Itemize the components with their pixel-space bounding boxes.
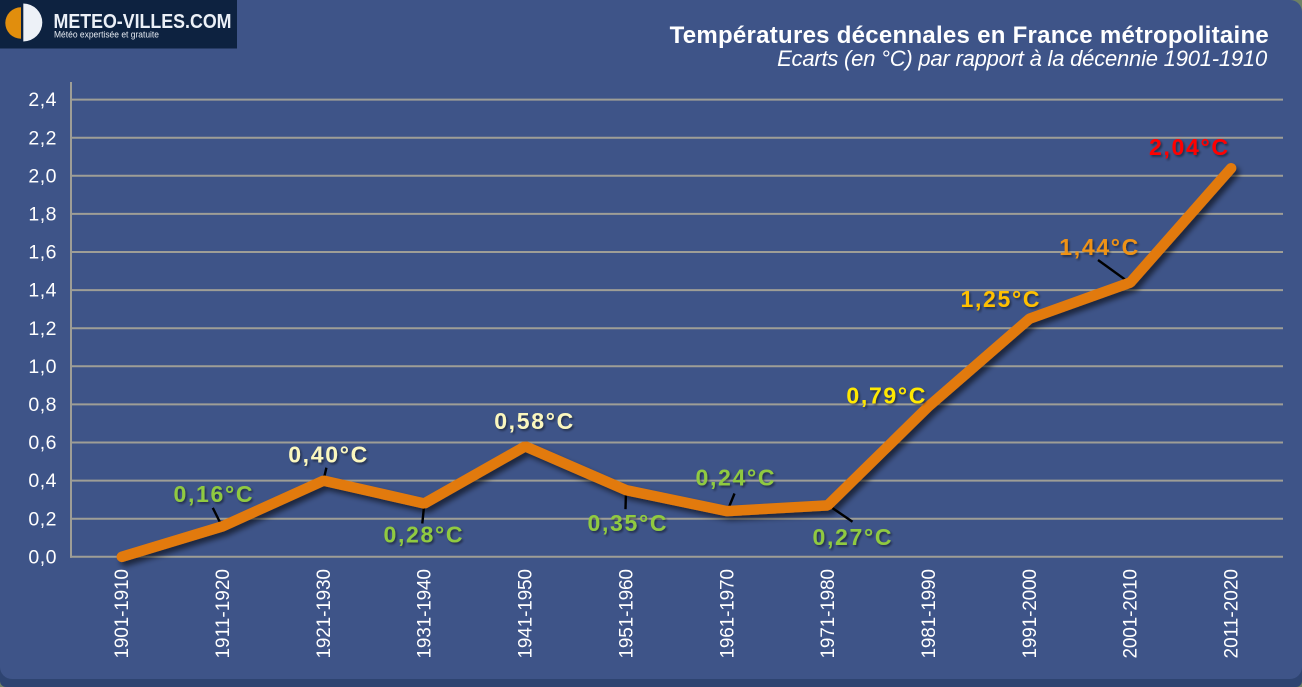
svg-text:1911-1920: 1911-1920: [213, 569, 234, 659]
svg-text:1921-1930: 1921-1930: [314, 569, 335, 659]
svg-text:2,4: 2,4: [28, 89, 57, 111]
svg-text:0,79°C: 0,79°C: [846, 382, 925, 408]
svg-text:1,4: 1,4: [28, 280, 57, 302]
svg-text:0,6: 0,6: [28, 432, 57, 454]
svg-text:1961-1970: 1961-1970: [717, 569, 738, 659]
svg-text:2011-2020: 2011-2020: [1222, 569, 1243, 659]
svg-text:1941-1950: 1941-1950: [516, 569, 537, 659]
svg-text:0,28°C: 0,28°C: [384, 522, 463, 548]
svg-text:2001-2010: 2001-2010: [1121, 569, 1142, 659]
svg-text:1991-2000: 1991-2000: [1020, 569, 1041, 659]
svg-text:0,4: 0,4: [28, 470, 57, 492]
svg-text:2,04°C: 2,04°C: [1149, 134, 1228, 160]
svg-text:Météo expertisée et gratuite: Météo expertisée et gratuite: [54, 30, 159, 40]
svg-text:1931-1940: 1931-1940: [415, 569, 436, 659]
svg-text:1,8: 1,8: [28, 204, 57, 226]
svg-text:1901-1910: 1901-1910: [112, 569, 133, 659]
svg-text:1951-1960: 1951-1960: [616, 569, 637, 659]
svg-text:2,0: 2,0: [28, 165, 57, 187]
svg-text:0,8: 0,8: [28, 394, 57, 416]
svg-text:0,58°C: 0,58°C: [494, 408, 573, 434]
svg-text:0,24°C: 0,24°C: [696, 465, 775, 491]
svg-text:1,2: 1,2: [28, 318, 57, 340]
svg-text:1981-1990: 1981-1990: [919, 569, 940, 659]
svg-text:0,16°C: 0,16°C: [174, 481, 253, 507]
svg-text:1,0: 1,0: [28, 356, 57, 378]
svg-text:METEO-VILLES.COM: METEO-VILLES.COM: [54, 11, 232, 33]
svg-text:0,27°C: 0,27°C: [813, 524, 892, 550]
svg-text:1971-1980: 1971-1980: [818, 569, 839, 659]
svg-text:1,44°C: 1,44°C: [1059, 234, 1138, 260]
svg-text:0,0: 0,0: [28, 546, 57, 568]
svg-text:0,2: 0,2: [28, 508, 57, 530]
svg-text:0,40°C: 0,40°C: [288, 441, 367, 467]
svg-text:1,6: 1,6: [28, 242, 57, 264]
svg-text:1,25°C: 1,25°C: [961, 286, 1040, 312]
svg-text:0,35°C: 0,35°C: [588, 510, 667, 536]
svg-text:2,2: 2,2: [28, 127, 57, 149]
